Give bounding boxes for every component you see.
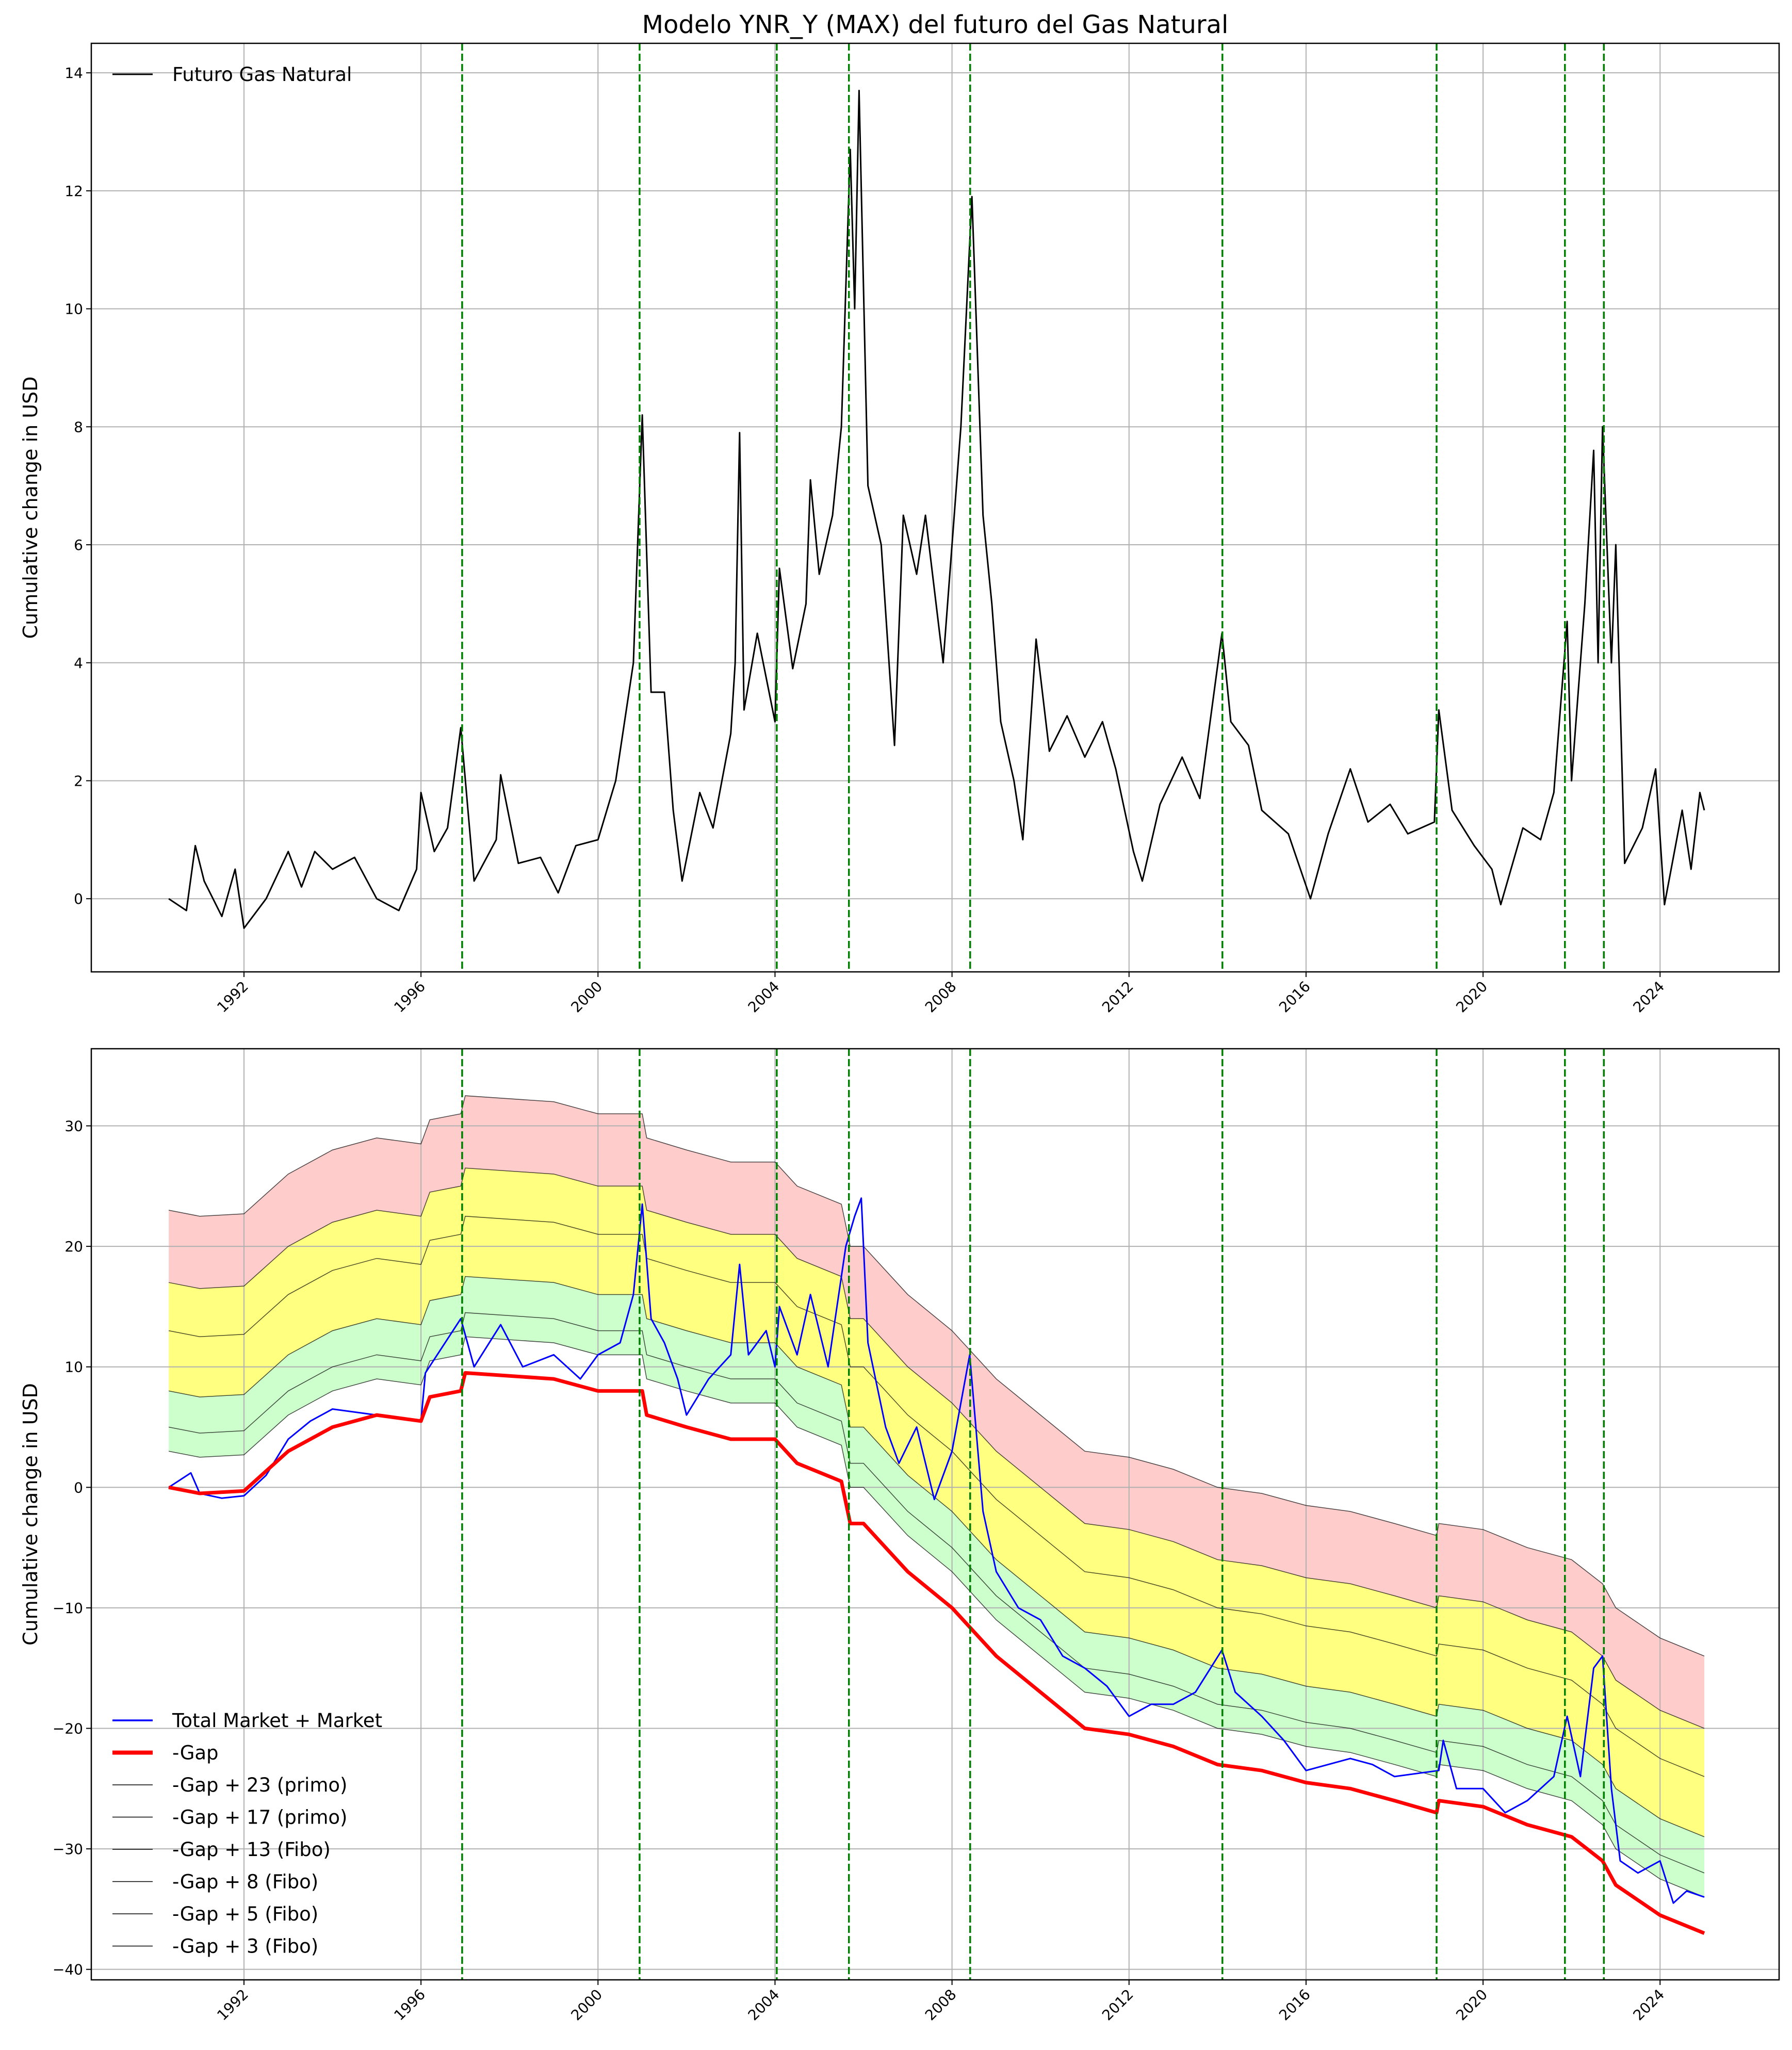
band-fill — [169, 1168, 1705, 1837]
y-tick-label: 8 — [74, 418, 83, 435]
legend-label: -Gap + 8 (Fibo) — [172, 1871, 318, 1893]
x-tick-label: 2020 — [1453, 978, 1491, 1016]
x-tick-label: 2016 — [1276, 1986, 1314, 2024]
y-tick-label: 20 — [64, 1238, 83, 1255]
offset-line — [168, 1312, 1705, 1874]
legend-label: -Gap + 3 (Fibo) — [172, 1935, 318, 1958]
legend-item: Total Market + Market — [112, 1710, 382, 1732]
offset-line — [168, 1276, 1705, 1837]
series-line — [168, 1197, 1705, 1904]
top-axes: 1992 1996 2000 2004 2008 2012 2016 2020 2024 0 2 4 6… — [19, 42, 1780, 1016]
y-tick-label: 10 — [64, 301, 83, 318]
offset-line — [168, 1336, 1705, 1898]
legend: Total Market + Market -Gap -Gap + 23 (prim… — [112, 1710, 382, 1958]
legend-item: -Gap + 17 (primo) — [112, 1807, 347, 1829]
legend-label: -Gap + 5 (Fibo) — [172, 1903, 318, 1925]
legend-label: -Gap + 23 (primo) — [172, 1774, 347, 1796]
x-tick-label: 1992 — [214, 1986, 252, 2024]
legend-label: -Gap — [172, 1742, 219, 1764]
legend-item: -Gap + 5 (Fibo) — [112, 1903, 318, 1925]
y-tick-label: 0 — [74, 1479, 83, 1496]
y-tick-label: −30 — [53, 1841, 83, 1858]
offset-line — [168, 1095, 1705, 1657]
legend-item: Futuro Gas Natural — [112, 63, 352, 86]
plot-area — [91, 43, 1779, 972]
legend-item: -Gap — [112, 1742, 219, 1764]
x-tick-label: 2020 — [1453, 1986, 1491, 2024]
legend-item: -Gap + 8 (Fibo) — [112, 1871, 318, 1893]
y-tick-label: −10 — [53, 1600, 83, 1617]
legend-label: -Gap + 13 (Fibo) — [172, 1839, 331, 1861]
y-tick-label: 30 — [64, 1118, 83, 1135]
legend-item: -Gap + 23 (primo) — [112, 1774, 347, 1796]
band-fill — [169, 1096, 1705, 1729]
y-tick-label: 2 — [74, 772, 83, 789]
series-line — [168, 1371, 1705, 1935]
legend-label: Futuro Gas Natural — [172, 63, 352, 86]
band-fill — [169, 1276, 1705, 1897]
x-tick-label: 2008 — [922, 978, 960, 1016]
y-tick-label: −20 — [53, 1720, 83, 1737]
x-tick-label: 2004 — [745, 978, 783, 1016]
x-tick-label: 2024 — [1630, 978, 1668, 1016]
y-tick-label: 12 — [64, 183, 83, 200]
x-tick-label: 1996 — [390, 978, 429, 1016]
y-tick-label: 14 — [64, 64, 83, 82]
x-tick-label: 2000 — [568, 1986, 606, 2024]
axes-frame — [90, 1048, 1780, 1981]
x-tick-label: 1992 — [214, 978, 252, 1016]
x-tick-label: 2012 — [1099, 978, 1137, 1016]
plot-area — [91, 1049, 1779, 1980]
y-axis-label: Cumulative change in USD — [19, 377, 42, 639]
y-tick-label: 4 — [74, 655, 83, 672]
legend-label: -Gap + 17 (primo) — [172, 1807, 347, 1829]
x-tick-label: 2008 — [922, 1986, 960, 2024]
x-tick-label: 2012 — [1099, 1986, 1137, 2024]
legend-item: -Gap + 13 (Fibo) — [112, 1839, 331, 1861]
y-axis-label: Cumulative change in USD — [19, 1383, 42, 1646]
y-tick-label: 10 — [64, 1359, 83, 1376]
chart-title: Modelo YNR_Y (MAX) del futuro del Gas Na… — [642, 10, 1229, 39]
legend-label: Total Market + Market — [172, 1710, 382, 1732]
bottom-axes: 1992 1996 2000 2004 2008 2012 2016 2020 2024 −40 −… — [19, 1048, 1780, 2024]
legend: Futuro Gas Natural — [112, 63, 352, 86]
x-tick-label: 1996 — [390, 1986, 429, 2024]
y-tick-label: −40 — [53, 1961, 83, 1978]
axes-frame — [90, 42, 1780, 973]
offset-line — [168, 1215, 1705, 1777]
x-tick-label: 2016 — [1276, 978, 1314, 1016]
y-tick-label: 6 — [74, 536, 83, 554]
offset-line — [168, 1167, 1705, 1729]
x-tick-label: 2004 — [745, 1986, 783, 2024]
x-tick-label: 2024 — [1630, 1986, 1668, 2024]
x-tick-label: 2000 — [568, 978, 606, 1016]
series-line — [168, 90, 1705, 929]
legend-item: -Gap + 3 (Fibo) — [112, 1935, 318, 1958]
y-tick-label: 0 — [74, 890, 83, 907]
